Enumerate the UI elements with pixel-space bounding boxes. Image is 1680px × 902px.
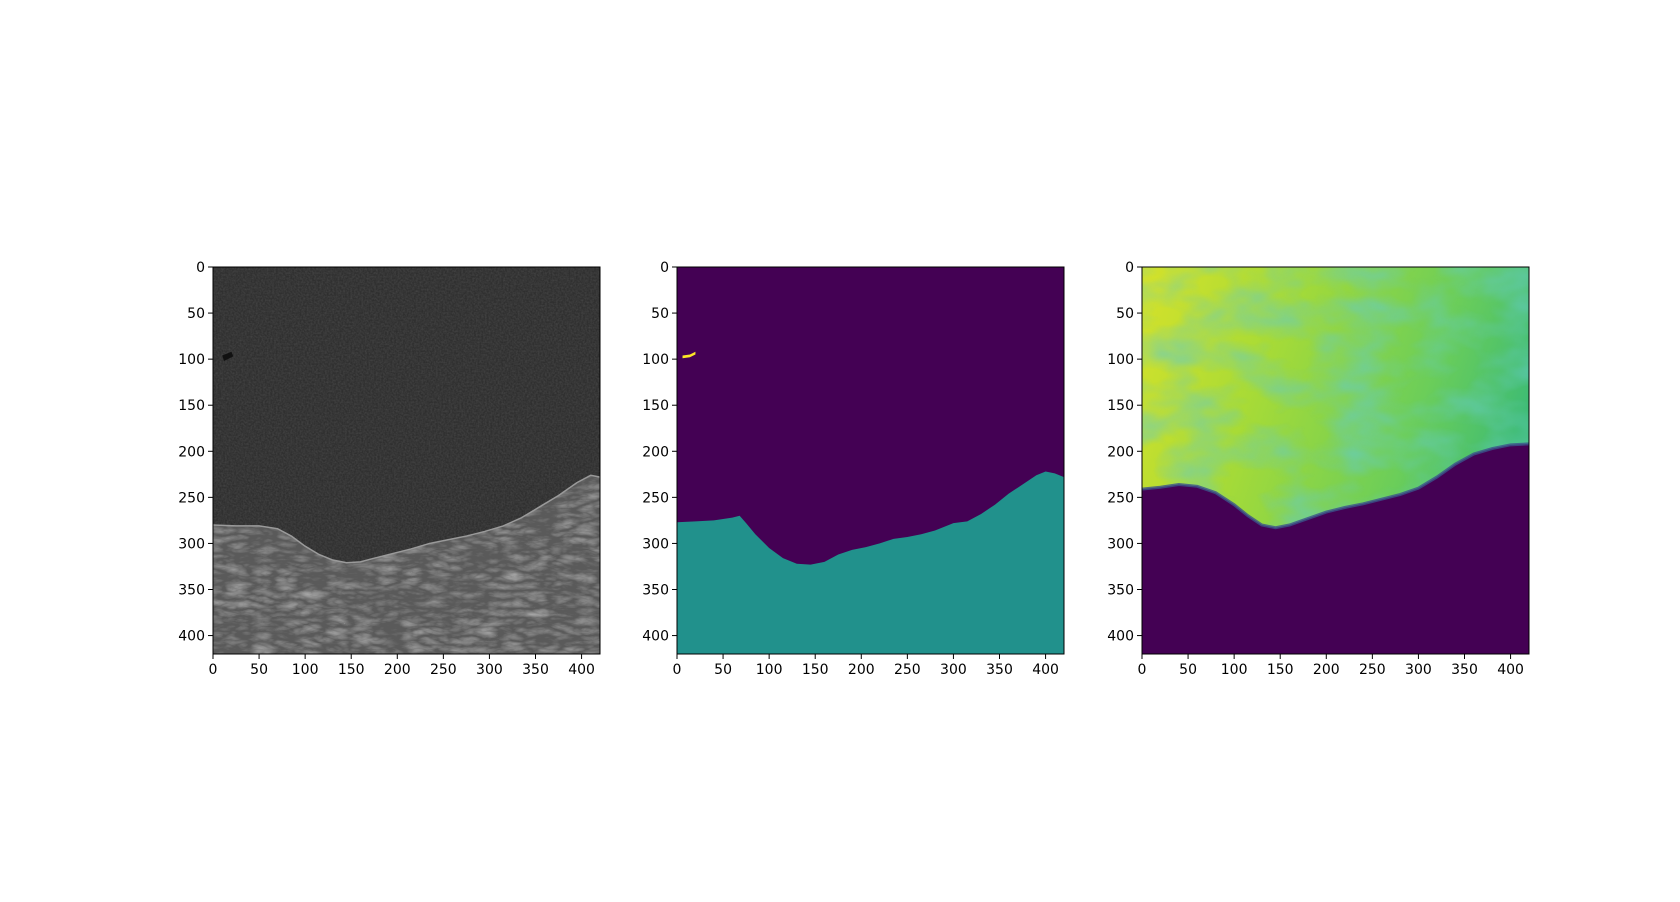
y-tick-label: 0 <box>196 260 205 276</box>
y-tick-label: 250 <box>642 490 669 506</box>
panel-3-axis-ticks: 0 50 100 150 200 250 300 350 400 0 50 100 150 200 250 3… <box>1107 260 1530 678</box>
panel-3-image-layer <box>1141 267 1530 654</box>
y-tick-label: 350 <box>178 583 205 599</box>
y-tick-label: 50 <box>651 306 669 322</box>
y-tick-label: 100 <box>1107 352 1134 368</box>
x-tick-label: 150 <box>338 662 365 678</box>
x-tick-label: 200 <box>384 662 411 678</box>
axes-frame <box>676 266 1065 655</box>
x-tick-label: 200 <box>1313 662 1340 678</box>
x-tick-label: 300 <box>1405 662 1432 678</box>
x-tick-label: 250 <box>1359 662 1386 678</box>
y-tick-label: 150 <box>1107 398 1134 414</box>
x-tick-label: 350 <box>522 662 549 678</box>
y-tick-label: 250 <box>1107 490 1134 506</box>
x-tick-label: 0 <box>1138 662 1147 678</box>
x-tick-label: 150 <box>802 662 829 678</box>
feature-class-region <box>682 351 696 359</box>
y-tick-label: 300 <box>178 536 205 552</box>
y-tick-label: 50 <box>1116 306 1134 322</box>
y-tick-label: 400 <box>1107 629 1134 645</box>
x-tick-label: 300 <box>476 662 503 678</box>
panel-1-axis-ticks: 0 50 100 150 200 250 300 350 400 0 50 100 150 200 250 3… <box>178 260 601 678</box>
x-tick-label: 50 <box>714 662 732 678</box>
x-tick-label: 250 <box>894 662 921 678</box>
dark-spot <box>222 351 234 361</box>
panel-2-image-layer <box>677 267 1064 654</box>
y-tick-label: 400 <box>178 629 205 645</box>
x-tick-label: 350 <box>986 662 1013 678</box>
y-tick-label: 300 <box>642 536 669 552</box>
axes-frame <box>212 266 601 655</box>
panel-2-axis-ticks: 0 50 100 150 200 250 300 350 400 0 50 100 150 200 250 3… <box>642 260 1065 678</box>
y-tick-label: 100 <box>642 352 669 368</box>
x-tick-label: 350 <box>1451 662 1478 678</box>
y-tick-label: 250 <box>178 490 205 506</box>
x-tick-label: 400 <box>1497 662 1524 678</box>
y-tick-label: 100 <box>178 352 205 368</box>
x-tick-label: 0 <box>209 662 218 678</box>
x-tick-label: 50 <box>250 662 268 678</box>
x-tick-label: 100 <box>756 662 783 678</box>
x-tick-label: 250 <box>430 662 457 678</box>
y-tick-label: 0 <box>660 260 669 276</box>
panel-1-image-layer <box>212 267 601 654</box>
x-tick-label: 100 <box>1221 662 1248 678</box>
x-tick-label: 0 <box>673 662 682 678</box>
y-tick-label: 200 <box>178 444 205 460</box>
x-tick-label: 400 <box>568 662 595 678</box>
y-tick-label: 150 <box>642 398 669 414</box>
x-tick-label: 150 <box>1267 662 1294 678</box>
y-tick-label: 50 <box>187 306 205 322</box>
y-tick-label: 200 <box>642 444 669 460</box>
y-tick-label: 150 <box>178 398 205 414</box>
x-tick-label: 200 <box>848 662 875 678</box>
y-tick-label: 350 <box>642 583 669 599</box>
panel-3-prediction-map: 0 50 100 150 200 250 300 350 400 0 50 100 150 200 250 3… <box>1107 260 1530 678</box>
panel-1-sar-image: 0 50 100 150 200 250 300 350 400 0 50 100 150 200 250 3… <box>178 260 601 678</box>
y-tick-label: 0 <box>1125 260 1134 276</box>
y-tick-label: 400 <box>642 629 669 645</box>
coastline <box>212 474 601 564</box>
x-tick-label: 400 <box>1032 662 1059 678</box>
y-tick-label: 200 <box>1107 444 1134 460</box>
land-class-region <box>677 471 1064 654</box>
boundary-transition <box>1141 442 1530 530</box>
axes-frame <box>1141 266 1530 655</box>
x-tick-label: 50 <box>1179 662 1197 678</box>
x-tick-label: 300 <box>940 662 967 678</box>
panel-2-segmentation-mask: 0 50 100 150 200 250 300 350 400 0 50 100 150 200 250 3… <box>642 260 1065 678</box>
y-tick-label: 350 <box>1107 583 1134 599</box>
y-tick-label: 300 <box>1107 536 1134 552</box>
x-tick-label: 100 <box>292 662 319 678</box>
